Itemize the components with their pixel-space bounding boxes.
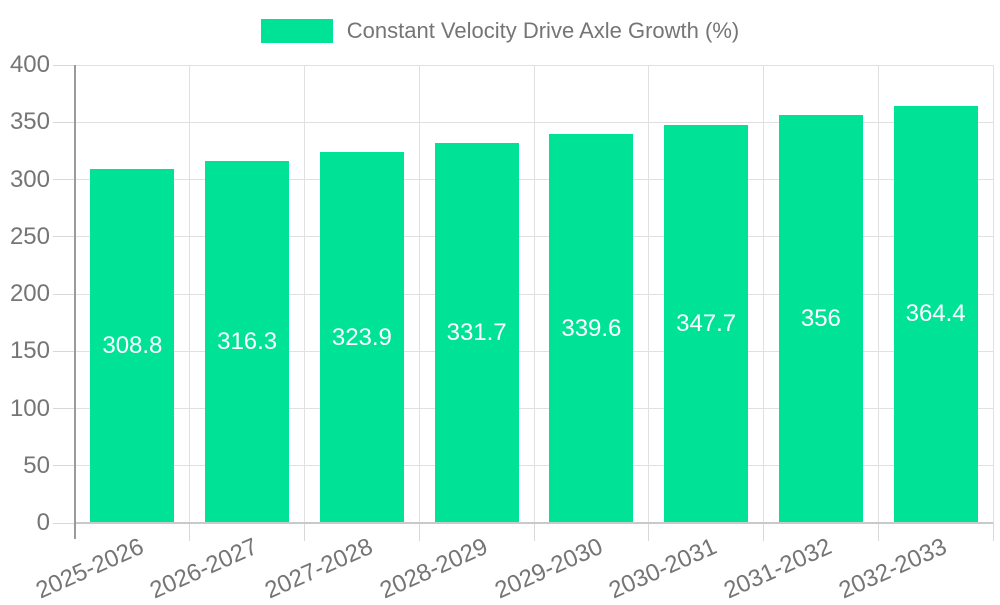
x-gridline [304, 65, 305, 523]
y-tick [53, 64, 75, 66]
y-tick [53, 236, 75, 238]
x-tick [533, 523, 535, 541]
bar[interactable] [434, 143, 519, 523]
legend[interactable]: Constant Velocity Drive Axle Growth (%) [0, 18, 1000, 44]
y-axis-label: 0 [36, 509, 50, 536]
bar-value-label: 316.3 [217, 327, 278, 355]
x-tick [877, 523, 879, 541]
y-axis-label: 200 [9, 280, 50, 307]
x-tick [189, 523, 191, 541]
x-axis-line [75, 522, 993, 524]
y-tick [53, 293, 75, 295]
bar-value-label: 331.7 [446, 319, 507, 347]
x-gridline [418, 65, 420, 523]
x-gridline [189, 65, 191, 523]
bar[interactable] [319, 152, 404, 523]
x-axis-label: 2032-2033 [834, 533, 951, 605]
y-tick [53, 121, 75, 123]
y-tick [53, 465, 75, 467]
bar-value-label: 308.8 [102, 332, 163, 360]
y-axis-line [74, 65, 76, 539]
bar[interactable] [205, 160, 290, 523]
bar-value-label: 364.4 [905, 300, 966, 328]
bar-value-label: 347.7 [676, 309, 737, 337]
x-tick [992, 523, 994, 541]
x-tick [418, 523, 420, 541]
y-tick [53, 350, 75, 352]
x-gridline [877, 65, 879, 523]
x-axis-label: 2027-2028 [261, 533, 377, 605]
legend-swatch-icon [260, 19, 333, 43]
legend-label: Constant Velocity Drive Axle Growth (%) [346, 18, 740, 43]
x-axis-label: 2031-2032 [720, 533, 836, 605]
x-gridline [533, 65, 535, 523]
y-axis-label: 50 [23, 451, 50, 479]
bar[interactable] [90, 169, 175, 523]
x-gridline [763, 65, 764, 523]
y-axis-label: 150 [9, 337, 50, 365]
x-axis-label: 2029-2030 [490, 533, 607, 605]
y-tick [53, 179, 75, 180]
x-gridline [648, 65, 650, 523]
x-axis-label: 2030-2031 [605, 533, 722, 605]
y-axis-label: 300 [9, 165, 50, 193]
x-axis-label: 2025-2026 [31, 533, 148, 605]
y-axis-label: 100 [9, 394, 50, 422]
y-tick [53, 522, 75, 524]
bar[interactable] [549, 134, 634, 523]
x-tick [763, 523, 764, 541]
x-axis-label: 2026-2027 [146, 533, 263, 605]
y-axis-label: 400 [9, 51, 50, 78]
y-axis-label: 350 [9, 108, 50, 136]
bar[interactable] [778, 115, 863, 523]
y-axis-label: 250 [9, 222, 50, 250]
bar[interactable] [664, 124, 749, 523]
x-tick [648, 523, 650, 541]
x-tick [304, 523, 305, 541]
bar[interactable] [893, 105, 978, 523]
bar-value-label: 356 [800, 305, 841, 333]
bar-value-label: 323.9 [331, 323, 392, 351]
y-tick [53, 408, 75, 409]
bar-value-label: 339.6 [561, 314, 622, 342]
x-axis-label: 2028-2029 [375, 533, 492, 605]
x-gridline [992, 65, 994, 523]
